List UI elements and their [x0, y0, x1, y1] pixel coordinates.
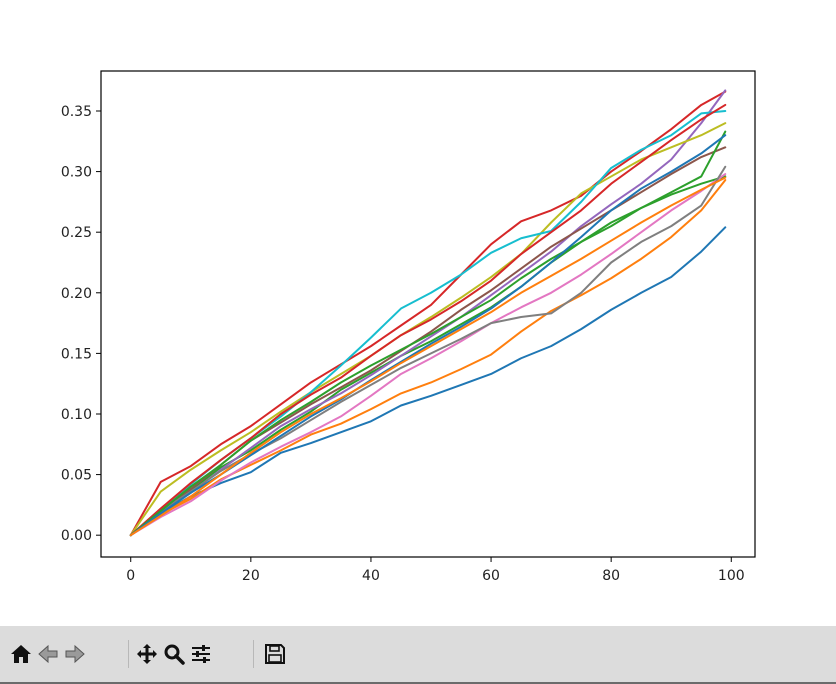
- y-tick-label: 0.05: [61, 468, 92, 484]
- series-line-12: [129, 130, 727, 537]
- navigation-toolbar: [0, 626, 836, 684]
- line-chart: 0 20 40 60 80 100 0.00 0.05 0.10 0.15 0.20 0.25 0.3…: [61, 70, 756, 584]
- nav-button-group: [8, 638, 89, 670]
- series-line-4: [129, 90, 727, 537]
- zoom-button[interactable]: [161, 639, 187, 669]
- x-tick-label: 40: [362, 568, 380, 584]
- series-line-11: [129, 103, 727, 537]
- file-button-group: [262, 638, 289, 670]
- series-line-5: [129, 89, 727, 537]
- x-tick-label: 100: [718, 568, 745, 584]
- forward-button[interactable]: [62, 639, 88, 669]
- configure-subplots-button[interactable]: [188, 639, 214, 669]
- home-button[interactable]: [8, 639, 34, 669]
- y-tick-label: 0.20: [61, 286, 92, 302]
- y-tick-label: 0.00: [61, 528, 92, 544]
- x-axis: 0 20 40 60 80 100: [126, 557, 745, 584]
- series-line-7: [129, 173, 727, 537]
- save-button[interactable]: [262, 639, 288, 669]
- series-line-9: [129, 122, 727, 537]
- series-lines: [129, 89, 727, 537]
- sliders-icon: [192, 645, 210, 663]
- home-icon: [11, 645, 31, 663]
- y-tick-label: 0.30: [61, 165, 92, 181]
- y-axis: 0.00 0.05 0.10 0.15 0.20 0.25 0.30 0.35: [61, 104, 101, 544]
- figure-canvas: 0 20 40 60 80 100 0.00 0.05 0.10 0.15 0.20 0.25 0.3…: [60, 70, 756, 584]
- series-line-14: [129, 176, 727, 537]
- toolbar-separator: [128, 640, 129, 668]
- series-line-8: [129, 165, 727, 537]
- x-tick-label: 60: [482, 568, 500, 584]
- y-tick-label: 0.10: [61, 407, 92, 423]
- series-line-6: [129, 146, 727, 537]
- y-tick-label: 0.15: [61, 346, 92, 362]
- toolbar-separator: [253, 640, 254, 668]
- axes-frame: [100, 70, 756, 558]
- x-tick-label: 0: [126, 568, 135, 584]
- y-tick-label: 0.35: [61, 104, 92, 120]
- x-tick-label: 80: [602, 568, 620, 584]
- move-icon: [137, 644, 157, 664]
- x-tick-label: 20: [242, 568, 260, 584]
- magnifier-icon: [164, 644, 185, 665]
- floppy-disk-icon: [265, 644, 285, 664]
- tool-button-group: [134, 638, 215, 670]
- series-line-1: [129, 226, 727, 537]
- pan-button[interactable]: [134, 639, 160, 669]
- back-button[interactable]: [35, 639, 61, 669]
- arrow-left-icon: [38, 644, 58, 664]
- arrow-right-icon: [65, 644, 85, 664]
- y-tick-label: 0.25: [61, 225, 92, 241]
